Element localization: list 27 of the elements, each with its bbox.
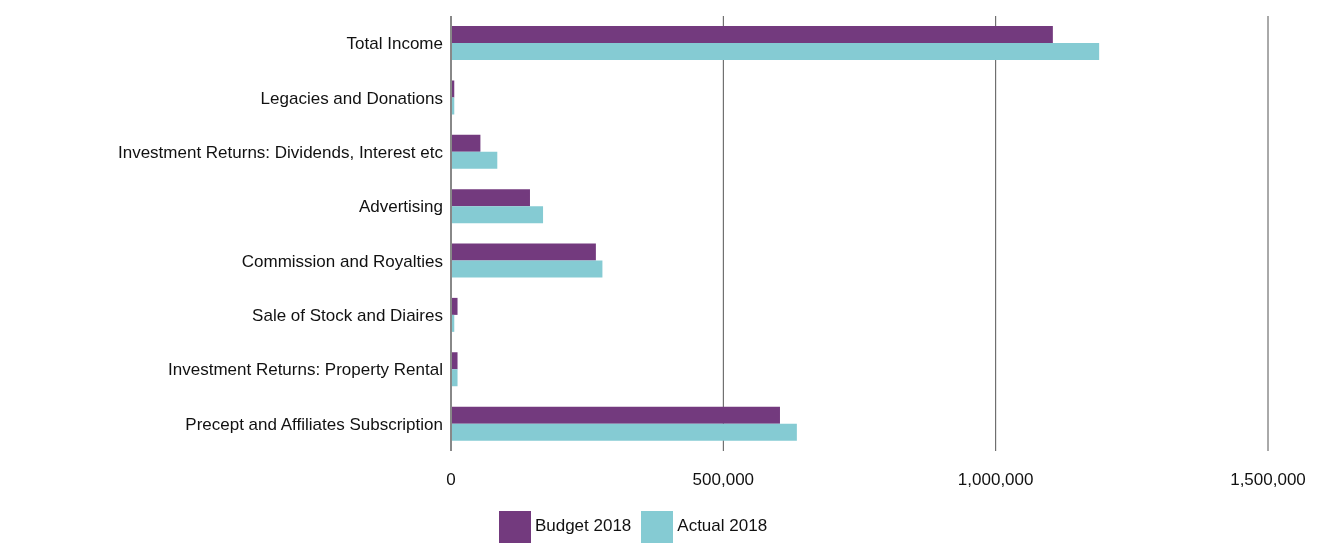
bar (451, 26, 1053, 43)
bar (451, 260, 603, 278)
bar (451, 243, 596, 261)
bar (451, 43, 1100, 60)
bar (451, 369, 458, 387)
bar (451, 134, 481, 152)
bar (451, 206, 544, 224)
x-tick-label: 1,500,000 (1230, 470, 1306, 490)
bar (451, 297, 458, 315)
x-tick-label: 0 (446, 470, 456, 490)
y-tick-label: Investment Returns: Dividends, Interest etc (117, 142, 444, 162)
legend-label: Actual 2018 (677, 516, 768, 536)
bar (451, 352, 458, 370)
y-tick-label: Investment Returns: Property Rental (168, 360, 443, 380)
y-tick-label: Total Income (346, 34, 443, 54)
bar (451, 151, 498, 169)
x-tick-label: 500,000 (692, 470, 755, 490)
bar (451, 189, 530, 207)
legend-label: Budget 2018 (534, 516, 632, 536)
bar (451, 406, 780, 424)
bar (451, 423, 797, 441)
y-tick-label: Precept and Affiliates Subscription (185, 414, 443, 434)
y-tick-label: Legacies and Donations (260, 88, 443, 108)
y-tick-label: Commission and Royalties (241, 251, 443, 271)
y-tick-label: Sale of Stock and Diaires (252, 306, 443, 326)
x-tick-label: 1,000,000 (957, 470, 1034, 490)
y-tick-label: Advertising (358, 197, 443, 217)
